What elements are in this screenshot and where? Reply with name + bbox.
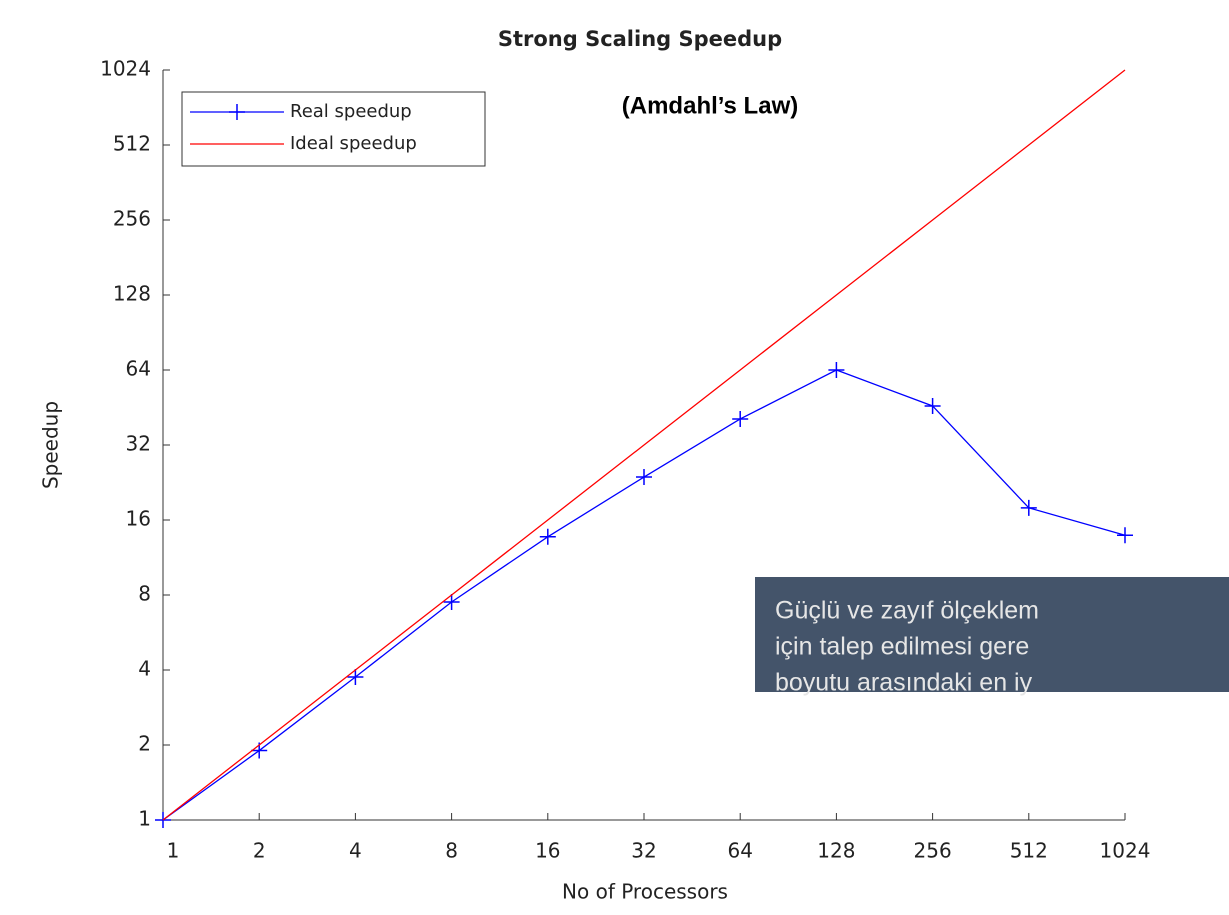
y-tick-label: 32 [126, 432, 151, 456]
y-tick-label: 64 [126, 357, 151, 381]
legend-label: Real speedup [290, 101, 412, 122]
y-tick-label: 1024 [100, 57, 151, 81]
y-tick-label: 2 [138, 732, 151, 756]
x-tick-label: 64 [727, 839, 752, 863]
point-marker [636, 469, 652, 486]
legend-label: Ideal speedup [290, 133, 417, 154]
point-marker [828, 362, 845, 378]
x-tick-label: 16 [535, 839, 560, 863]
legend: Real speedup Ideal speedup [181, 91, 486, 167]
point-marker [732, 410, 749, 427]
y-tick-label: 512 [113, 132, 151, 156]
point-marker [443, 593, 460, 610]
point-marker [347, 668, 364, 685]
point-marker [1020, 499, 1037, 516]
series-line [162, 69, 1126, 821]
x-tick-label: 8 [445, 839, 458, 863]
x-axis-label: No of Processors [562, 880, 728, 904]
x-tick-label: 2 [253, 839, 266, 863]
legend-box [181, 91, 486, 167]
y-axis-label: Speedup [39, 401, 63, 489]
x-tick-label: 256 [914, 839, 952, 863]
point-marker [1117, 527, 1133, 544]
x-tick-label: 1024 [1100, 839, 1151, 863]
overlay-text: Güçlü ve zayıf ölçeklem [775, 597, 1039, 625]
legend-marker [229, 104, 245, 120]
x-tick-label: 128 [817, 839, 855, 863]
y-tick-label: 1 [138, 807, 151, 831]
annotation: (Amdahl’s Law) [622, 92, 798, 119]
y-tick-label: 8 [138, 582, 151, 606]
x-tick-label: 1 [167, 839, 180, 863]
y-tick-label: 128 [113, 282, 151, 306]
x-tick-label: 512 [1010, 839, 1048, 863]
x-tick-label: 4 [349, 839, 362, 863]
overlay-box [755, 577, 1229, 692]
y-tick-label: 256 [113, 207, 151, 231]
y-tick-label: 16 [126, 507, 151, 531]
y-tick-label: 4 [138, 657, 151, 681]
overlay-text: boyutu arasındaki en iy [775, 669, 1033, 697]
x-tick-label: 32 [631, 839, 656, 863]
point-marker [539, 528, 556, 545]
overlay-text: için talep edilmesi gere [775, 633, 1029, 661]
chart-title: Strong Scaling Speedup [498, 27, 782, 51]
point-marker [924, 397, 941, 414]
